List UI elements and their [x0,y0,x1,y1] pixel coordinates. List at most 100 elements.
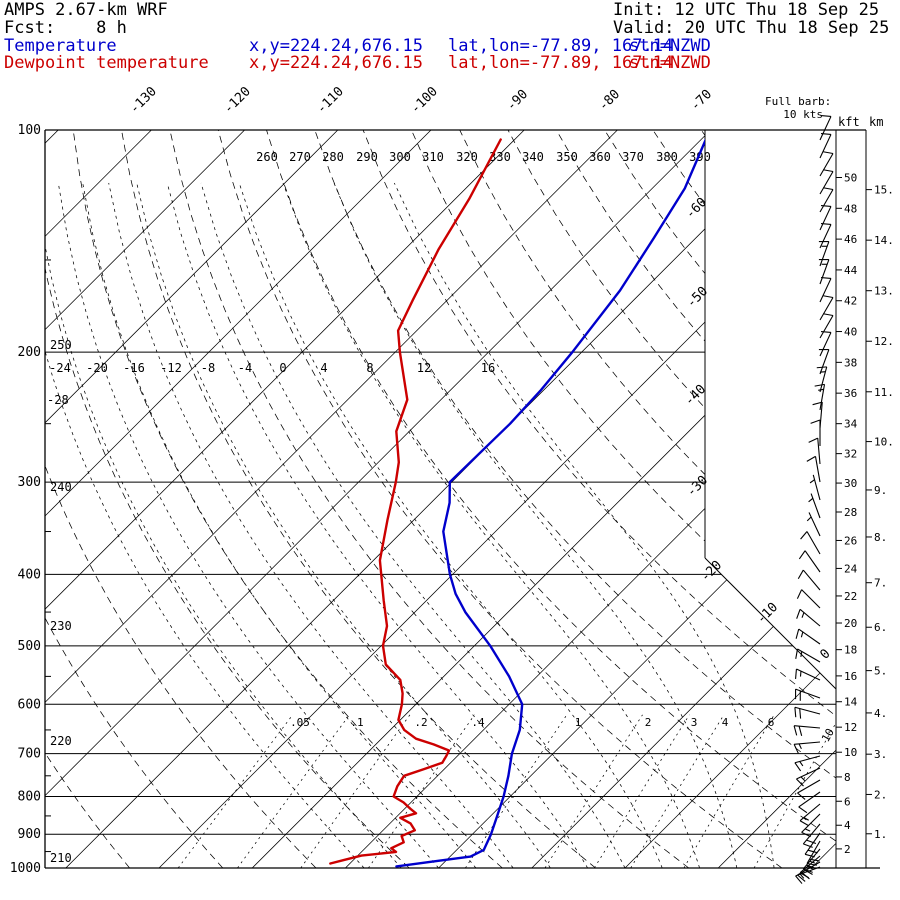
kft-label: 38 [844,356,857,369]
isotherm-line [45,130,618,868]
km-label: 2. [874,788,887,801]
isotherm-label-top: -130 [127,84,160,117]
moist-adiabat-line [45,182,365,868]
dry-adiabat-line [314,130,836,868]
dry-adiabat-line [700,130,836,868]
dry-adiabat-label: 360 [589,150,611,164]
dry-adiabat-label: 390 [689,150,711,164]
mixing-ratio-label: 3 [691,716,698,729]
wind-barb [819,133,832,159]
isotherm-line [45,130,711,868]
moist-adiabat-line [200,182,626,868]
isotherm-label-right: -20 [698,558,725,585]
moist-adiabat-line [57,182,439,868]
barb-legend-title: Full barb: [765,95,832,108]
isotherm-label-right: -50 [684,284,711,311]
mixing-ratio-label: 6 [768,716,775,729]
kft-axis-title: kft [838,115,860,129]
wind-barb [798,550,821,573]
dry-adiabat-label: 220 [50,734,72,748]
km-label: 10. [874,436,894,449]
moist-adiabat-label: -12 [160,361,182,375]
isotherm-line [717,130,836,868]
mixing-ratio-line [300,714,411,868]
pressure-axis-label: 700 [18,747,41,762]
isotherm-label-right: -30 [684,473,711,500]
valid-time: Valid: 20 UTC Thu 18 Sep 25 [613,18,890,38]
wind-barb [818,259,830,285]
km-label: 9. [874,484,887,497]
dry-adiabat-label: 230 [50,619,72,633]
pressure-axis-label: 500 [18,639,41,654]
isotherm-line [624,130,836,868]
moist-adiabat-label: -20 [86,361,108,375]
dry-adiabat-label: 210 [50,851,72,865]
dry-adiabat-label: 290 [356,150,378,164]
forecast-hour: Fcst: 8 h [4,18,127,38]
km-label: 7. [874,577,887,590]
mixing-ratio-label: 2 [645,716,652,729]
dry-adiabat-line [217,130,783,868]
isotherm-line [65,130,805,868]
moist-adiabat-line [82,182,477,868]
wind-barb [809,474,821,501]
frame-group [44,129,880,869]
km-label: 3. [874,748,887,761]
dewpoint-xy: x,y=224.24,676.15 [249,53,423,73]
dry-adiabat-line [652,130,836,868]
dry-adiabat-line [266,130,836,868]
mixing-ratio-line [237,714,350,868]
kft-label: 34 [844,418,858,431]
dry-adiabat-label: 250 [50,338,72,352]
kft-label: 12 [844,721,857,734]
moist-adiabat-line [108,182,514,868]
isotherm-label-top: -70 [688,87,715,114]
moist-adiabat-line [238,182,663,868]
moist-adiabat-label: -24 [49,361,71,375]
dry-adiabat-label: 260 [256,150,278,164]
mixing-ratio-label: .4 [471,716,485,729]
isotherm-label-right: 0 [817,646,833,662]
wind-barb [796,589,821,609]
dry-adiabat-label: 300 [389,150,411,164]
moist-adiabat-label: 0 [279,361,286,375]
mixing-ratio-line [630,714,725,868]
wind-barb [795,628,821,645]
mixing-ratio-line [465,714,568,868]
km-label: 1. [874,828,887,841]
grid-group [45,130,836,868]
mixing-ratio-label: .05 [290,716,310,729]
kft-label: 32 [844,448,857,461]
wind-barb [819,223,832,249]
isotherm-label-top: -100 [408,84,441,117]
km-label: 14. [874,234,894,247]
moist-adiabat-line [282,182,700,868]
kft-label: 48 [844,202,857,215]
wind-barb [806,512,821,537]
isotherm-line [45,130,525,868]
mixing-ratio-line [544,714,643,868]
mixing-ratio-label: .1 [350,716,363,729]
dry-adiabat-label: 280 [322,150,344,164]
pressure-axis-label: 800 [18,789,41,804]
km-label: 11. [874,386,894,399]
isotherm-label-top: -80 [596,87,623,114]
moist-adiabat-line [333,182,738,868]
kft-label: 18 [844,644,857,657]
dewpoint-station: stn=NZWD [629,53,711,73]
wind-barb [800,531,821,555]
km-label: 5. [874,665,887,678]
wind-barb [819,187,834,213]
isotherm-line [45,130,432,868]
dewpoint-legend-label: Dewpoint temperature [4,53,209,73]
wind-barb [795,866,821,884]
wind-barb [793,725,821,736]
kft-label: 20 [844,617,857,630]
wind-barb [818,349,830,375]
mixing-ratio-line [368,714,475,868]
wind-barb [819,277,832,303]
isotherm-line [45,130,339,868]
kft-label: 42 [844,295,857,308]
